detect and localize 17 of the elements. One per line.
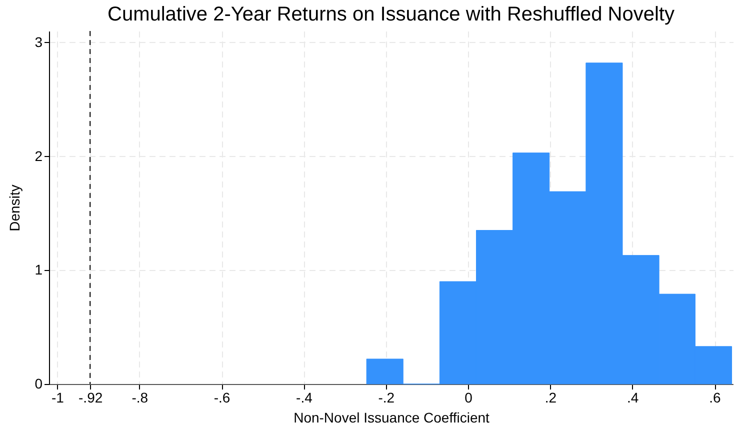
x-tick-label: .6 bbox=[709, 390, 722, 406]
y-tick-label: 0 bbox=[34, 376, 43, 392]
x-tick-label: -.92 bbox=[78, 390, 103, 406]
y-tick-label: 2 bbox=[34, 148, 43, 164]
x-tick-label: 0 bbox=[464, 390, 473, 406]
y-axis-title: Density bbox=[6, 184, 23, 232]
x-tick-label: .2 bbox=[544, 390, 557, 406]
y-tick-label: 3 bbox=[34, 34, 43, 50]
x-tick-label: -.4 bbox=[296, 390, 313, 406]
chart-title: Cumulative 2-Year Returns on Issuance with Reshuffled Novelty bbox=[108, 4, 674, 26]
x-tick-label: -.8 bbox=[132, 390, 148, 406]
x-tick-label: -1 bbox=[51, 390, 64, 406]
x-axis-title: Non-Novel Issuance Coefficient bbox=[294, 410, 490, 426]
x-tick-label: .4 bbox=[627, 390, 639, 406]
x-tick-label: -.2 bbox=[378, 390, 395, 406]
x-tick-label: -.6 bbox=[214, 390, 230, 406]
y-tick-label: 1 bbox=[34, 262, 43, 278]
